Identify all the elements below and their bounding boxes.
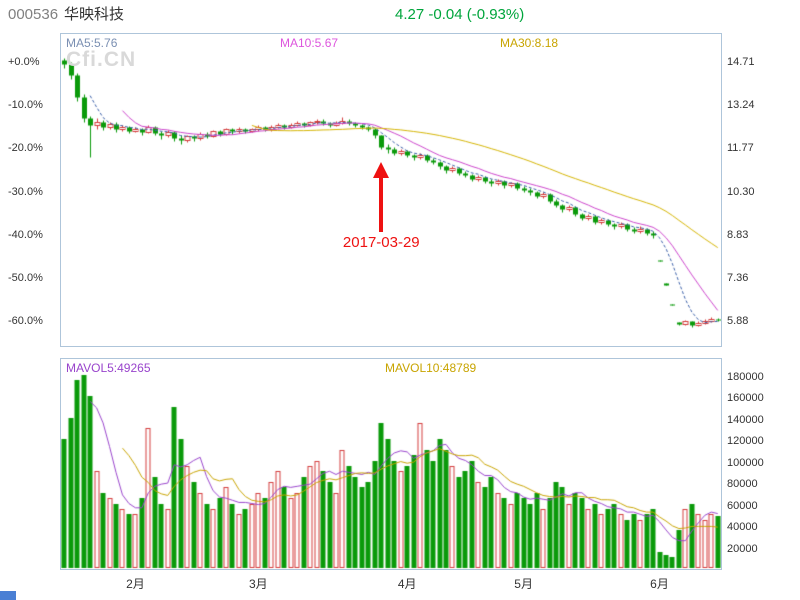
volume-tick: 80000 <box>727 478 758 490</box>
volume-tick: 120000 <box>727 435 764 447</box>
up-arrow-annotation-icon <box>373 162 390 232</box>
price-tick: 14.71 <box>727 56 755 68</box>
percent-tick: +0.0% <box>8 56 40 68</box>
month-label: 4月 <box>397 577 417 591</box>
ma30-label: MA30:8.18 <box>500 36 559 50</box>
month-label: 3月 <box>249 577 268 591</box>
volume-tick: 180000 <box>727 371 764 383</box>
volume-tick: 40000 <box>727 521 758 533</box>
quote-price-change: 4.27 -0.04 (-0.93%) <box>395 6 525 23</box>
mavol5-label: MAVOL5:49265 <box>66 361 151 375</box>
volume-tick: 60000 <box>727 500 758 512</box>
percent-tick: -30.0% <box>8 186 43 198</box>
stock-code: 000536 <box>8 6 59 23</box>
site-watermark: Cfi.CN <box>66 48 137 71</box>
price-tick: 10.30 <box>727 186 755 198</box>
price-chart-pane <box>60 33 722 347</box>
price-tick: 7.36 <box>727 272 749 284</box>
volume-tick: 100000 <box>727 457 764 469</box>
percent-tick: -20.0% <box>8 142 43 154</box>
ma10-label: MA10:5.67 <box>280 36 339 50</box>
mavol10-label: MAVOL10:48789 <box>385 361 477 375</box>
candlestick-chart-canvas <box>61 34 721 346</box>
month-label: 2月 <box>126 577 145 591</box>
ma5-label: MA5:5.76 <box>66 36 118 50</box>
percent-tick: -40.0% <box>8 229 43 241</box>
month-label: 5月 <box>514 577 533 591</box>
annotation-date: 2017-03-29 <box>342 234 420 251</box>
price-tick: 5.88 <box>727 315 749 327</box>
percent-tick: -10.0% <box>8 99 43 111</box>
volume-tick: 160000 <box>727 392 764 404</box>
price-tick: 8.83 <box>727 229 749 241</box>
price-tick: 11.77 <box>727 142 754 154</box>
volume-chart-canvas <box>61 359 721 569</box>
percent-tick: -60.0% <box>8 315 43 327</box>
month-label: 6月 <box>650 577 669 591</box>
volume-chart-pane <box>60 358 722 570</box>
volume-tick: 20000 <box>727 543 758 555</box>
price-tick: 13.24 <box>727 99 755 111</box>
percent-tick: -50.0% <box>8 272 43 284</box>
corner-accent <box>0 591 16 600</box>
stock-name: 华映科技 <box>64 6 125 23</box>
volume-tick: 140000 <box>727 414 764 426</box>
